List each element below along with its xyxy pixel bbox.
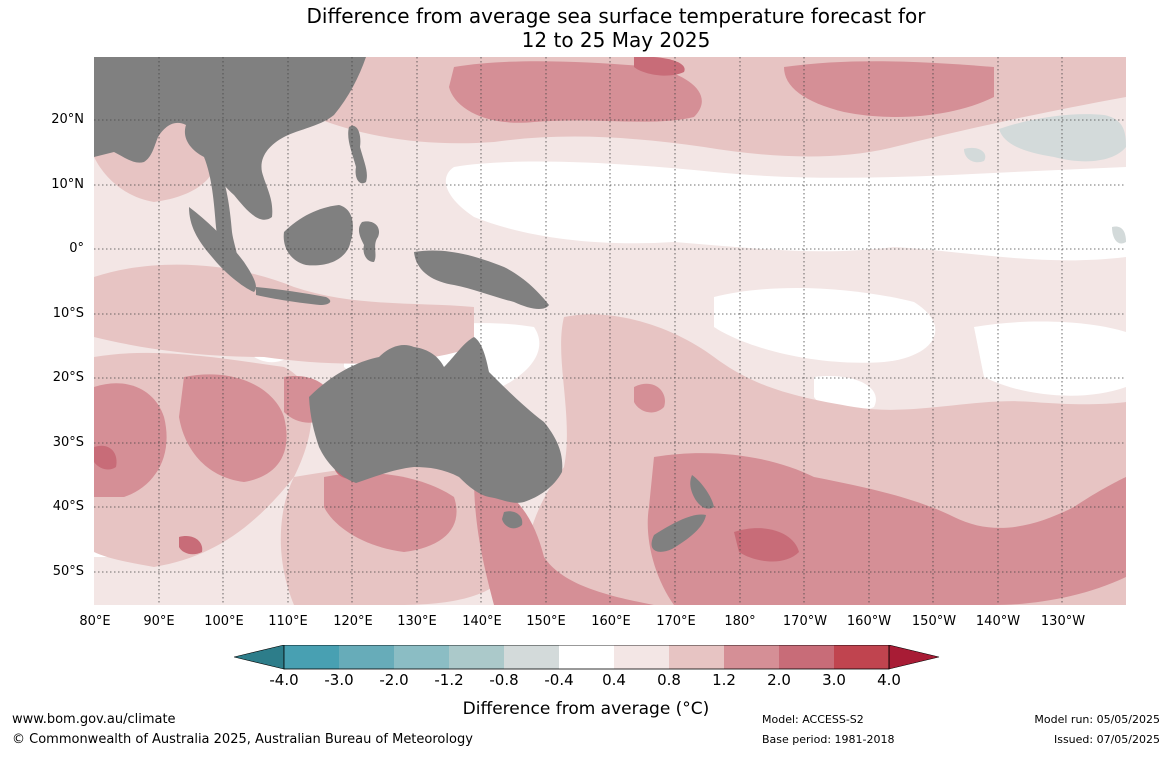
colorbar-bin xyxy=(614,645,669,669)
land-masses xyxy=(94,57,714,552)
lon-label-170w: 170°W xyxy=(782,614,828,629)
lon-label-90e: 90°E xyxy=(143,614,175,629)
colorbar-tick: 3.0 xyxy=(822,671,846,689)
lat-label-10n: 10°N xyxy=(51,177,84,192)
lat-label-20n: 20°N xyxy=(51,112,84,127)
colorbar-bin xyxy=(394,645,449,669)
colorbar-tick: -0.8 xyxy=(489,671,519,689)
map-canvas xyxy=(94,57,1126,605)
colorbar-tick: 2.0 xyxy=(767,671,791,689)
footer-model: Model: ACCESS-S2 xyxy=(762,713,864,726)
title-line-2: 12 to 25 May 2025 xyxy=(521,28,711,52)
lon-label-110e: 110°E xyxy=(268,614,308,629)
lat-label-30s: 30°S xyxy=(52,435,84,450)
colorbar-bin xyxy=(724,645,779,669)
colorbar-graphic xyxy=(233,644,940,670)
footer-model-run: Model run: 05/05/2025 xyxy=(1034,713,1160,726)
colorbar-tick: 4.0 xyxy=(877,671,901,689)
colorbar-bin xyxy=(779,645,834,669)
sst-anomaly-map xyxy=(94,57,1126,605)
lat-label-0: 0° xyxy=(69,241,84,256)
lon-label-160e: 160°E xyxy=(591,614,631,629)
footer-copyright: © Commonwealth of Australia 2025, Austra… xyxy=(12,732,473,747)
colorbar-tick: 1.2 xyxy=(712,671,736,689)
lat-label-40s: 40°S xyxy=(52,499,84,514)
graticule xyxy=(94,57,1126,605)
colorbar-bin xyxy=(284,645,339,669)
colorbar-border xyxy=(283,644,890,670)
lon-label-130w: 130°W xyxy=(1040,614,1086,629)
cool-anomaly-areas xyxy=(964,114,1126,244)
colorbar-bin xyxy=(559,645,614,669)
lat-label-50s: 50°S xyxy=(52,564,84,579)
lon-label-150e: 150°E xyxy=(526,614,566,629)
warm-2-0-to-3-0-areas xyxy=(94,57,799,562)
lon-label-100e: 100°E xyxy=(204,614,244,629)
colorbar-title: Difference from average (°C) xyxy=(462,699,710,719)
colorbar xyxy=(233,644,940,673)
lon-label-130e: 130°E xyxy=(397,614,437,629)
colorbar-tick: -3.0 xyxy=(324,671,354,689)
colorbar-bin xyxy=(669,645,724,669)
colorbar-bin xyxy=(504,645,559,669)
lon-label-180: 180° xyxy=(724,614,756,629)
footer-base-period: Base period: 1981-2018 xyxy=(762,733,895,746)
lon-label-140w: 140°W xyxy=(975,614,1021,629)
footer-url: www.bom.gov.au/climate xyxy=(12,712,176,727)
lon-label-170e: 170°E xyxy=(656,614,696,629)
colorbar-extend-high xyxy=(888,644,940,670)
colorbar-tick: 0.4 xyxy=(602,671,626,689)
chart-title: Difference from average sea surface temp… xyxy=(0,4,1173,52)
colorbar-tick: -0.4 xyxy=(544,671,574,689)
title-line-1: Difference from average sea surface temp… xyxy=(306,4,926,28)
colorbar-tick: -2.0 xyxy=(379,671,409,689)
footer-issued: Issued: 07/05/2025 xyxy=(1053,733,1160,746)
lon-label-140e: 140°E xyxy=(462,614,502,629)
lon-label-160w: 160°W xyxy=(846,614,892,629)
lon-label-120e: 120°E xyxy=(333,614,373,629)
lon-label-150w: 150°W xyxy=(911,614,957,629)
colorbar-bin xyxy=(449,645,504,669)
colorbar-tick: 0.8 xyxy=(657,671,681,689)
colorbar-tick: -1.2 xyxy=(434,671,464,689)
colorbar-bin xyxy=(339,645,394,669)
lat-label-20s: 20°S xyxy=(52,370,84,385)
colorbar-tick: -4.0 xyxy=(269,671,299,689)
warm-1-2-to-2-0-areas xyxy=(94,61,1126,605)
colorbar-bin xyxy=(834,645,889,669)
lat-label-10s: 10°S xyxy=(52,306,84,321)
colorbar-extend-low xyxy=(233,644,285,670)
lon-label-80e: 80°E xyxy=(79,614,111,629)
